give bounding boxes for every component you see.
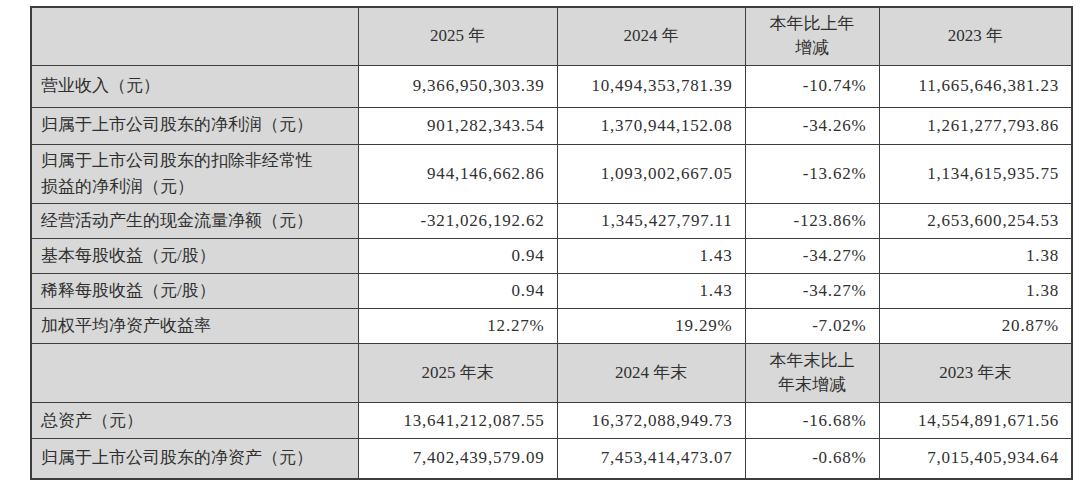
value-2023: 1.38 <box>879 239 1072 274</box>
value-2025: 901,282,343.54 <box>358 107 557 144</box>
col-header-end-change: 本年末比上 年末增减 <box>745 344 879 403</box>
value-2024: 16,372,088,949.73 <box>557 403 745 439</box>
col-header-2025-end: 2025 年末 <box>358 344 557 403</box>
value-2025: 0.94 <box>358 239 557 274</box>
value-2023: 2,653,600,254.53 <box>879 204 1072 239</box>
value-2024: 1.43 <box>557 239 745 274</box>
row-label: 经营活动产生的现金流量净额（元） <box>31 204 358 239</box>
financial-summary-table: 2025 年 2024 年 本年比上年 增减 2023 年 营业收入（元） 9,… <box>30 6 1073 480</box>
row-label: 基本每股收益（元/股） <box>31 239 358 274</box>
col-header-2024-end: 2024 年末 <box>557 344 745 403</box>
value-2024: 10,494,353,781.39 <box>557 65 745 107</box>
value-2024: 1.43 <box>557 274 745 309</box>
financial-summary: 2025 年 2024 年 本年比上年 增减 2023 年 营业收入（元） 9,… <box>30 6 1073 480</box>
table-row-net-profit: 归属于上市公司股东的净利润（元） 901,282,343.54 1,370,94… <box>31 107 1072 144</box>
value-change: -7.02% <box>745 309 879 344</box>
value-2024: 1,345,427,797.11 <box>557 204 745 239</box>
header-row-period-end: 2025 年末 2024 年末 本年末比上 年末增减 2023 年末 <box>31 344 1072 403</box>
row-label: 总资产（元） <box>31 403 358 439</box>
value-change: -34.27% <box>745 239 879 274</box>
table-row-basic-eps: 基本每股收益（元/股） 0.94 1.43 -34.27% 1.38 <box>31 239 1072 274</box>
col-header-yoy-change: 本年比上年 增减 <box>745 7 879 65</box>
value-2023: 1,134,615,935.75 <box>879 144 1072 204</box>
table-row-diluted-eps: 稀释每股收益（元/股） 0.94 1.43 -34.27% 1.38 <box>31 274 1072 309</box>
value-change: -0.68% <box>745 439 879 479</box>
value-change: -16.68% <box>745 403 879 439</box>
row-label: 加权平均净资产收益率 <box>31 309 358 344</box>
value-2023: 20.87% <box>879 309 1072 344</box>
table-row-net-assets: 归属于上市公司股东的净资产（元） 7,402,439,579.09 7,453,… <box>31 439 1072 479</box>
row-label: 归属于上市公司股东的扣除非经常性 损益的净利润（元） <box>31 144 358 204</box>
value-change: -13.62% <box>745 144 879 204</box>
value-2023: 1,261,277,793.86 <box>879 107 1072 144</box>
value-2023: 7,015,405,934.64 <box>879 439 1072 479</box>
value-2024: 1,093,002,667.05 <box>557 144 745 204</box>
header-blank-cell <box>31 344 358 403</box>
row-label: 稀释每股收益（元/股） <box>31 274 358 309</box>
value-2025: 12.27% <box>358 309 557 344</box>
value-2023: 1.38 <box>879 274 1072 309</box>
table-row-net-profit-excl-nonrecurring: 归属于上市公司股东的扣除非经常性 损益的净利润（元） 944,146,662.8… <box>31 144 1072 204</box>
value-change: -10.74% <box>745 65 879 107</box>
value-2025: 7,402,439,579.09 <box>358 439 557 479</box>
value-2025: -321,026,192.62 <box>358 204 557 239</box>
table-row-weighted-avg-roe: 加权平均净资产收益率 12.27% 19.29% -7.02% 20.87% <box>31 309 1072 344</box>
value-change: -34.26% <box>745 107 879 144</box>
col-header-2023-end: 2023 年末 <box>879 344 1072 403</box>
col-header-2023: 2023 年 <box>879 7 1072 65</box>
header-blank-cell <box>31 7 358 65</box>
value-2025: 9,366,950,303.39 <box>358 65 557 107</box>
col-header-2024: 2024 年 <box>557 7 745 65</box>
value-change: -123.86% <box>745 204 879 239</box>
header-row-annual: 2025 年 2024 年 本年比上年 增减 2023 年 <box>31 7 1072 65</box>
row-label: 归属于上市公司股东的净利润（元） <box>31 107 358 144</box>
table-row-revenue: 营业收入（元） 9,366,950,303.39 10,494,353,781.… <box>31 65 1072 107</box>
row-label: 归属于上市公司股东的净资产（元） <box>31 439 358 479</box>
value-2023: 11,665,646,381.23 <box>879 65 1072 107</box>
table-row-operating-cash-flow: 经营活动产生的现金流量净额（元） -321,026,192.62 1,345,4… <box>31 204 1072 239</box>
value-2025: 13,641,212,087.55 <box>358 403 557 439</box>
col-header-2025: 2025 年 <box>358 7 557 65</box>
table-row-total-assets: 总资产（元） 13,641,212,087.55 16,372,088,949.… <box>31 403 1072 439</box>
value-2024: 19.29% <box>557 309 745 344</box>
value-2024: 1,370,944,152.08 <box>557 107 745 144</box>
value-2025: 0.94 <box>358 274 557 309</box>
value-change: -34.27% <box>745 274 879 309</box>
row-label: 营业收入（元） <box>31 65 358 107</box>
value-2025: 944,146,662.86 <box>358 144 557 204</box>
value-2024: 7,453,414,473.07 <box>557 439 745 479</box>
value-2023: 14,554,891,671.56 <box>879 403 1072 439</box>
